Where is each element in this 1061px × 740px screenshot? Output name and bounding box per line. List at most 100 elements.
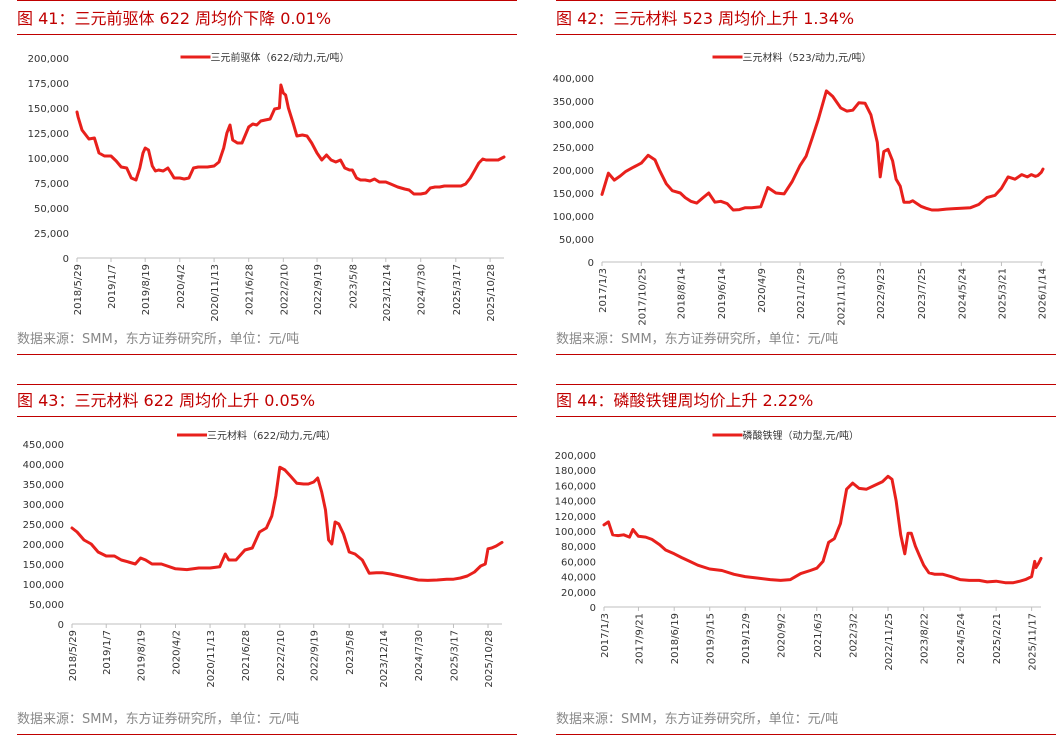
- x-tick-label: 2019/3/15: [706, 613, 717, 664]
- x-tick-label: 2025/10/28: [484, 630, 495, 688]
- x-tick-label: 2025/2/21: [992, 613, 1003, 664]
- panel-44: 图 44：磷酸铁锂周均价上升 2.22% 磷酸铁锂（动力型,元/吨） 0 20,00…: [555, 384, 1056, 740]
- line-chart: 三元材料（622/动力,元/吨） 0 50,000 100,000 150,000 200…: [23, 429, 504, 688]
- bottom-rule: [17, 354, 517, 355]
- figure-title: 图 43：三元材料 622 周均价上升 0.05%: [17, 391, 316, 410]
- x-tick-label: 2019/6/14: [717, 268, 728, 319]
- top-rule: [17, 384, 517, 385]
- y-tick-label: 0: [58, 620, 64, 631]
- legend-label: 三元材料（622/动力,元/吨）: [207, 429, 336, 442]
- x-tick-label: 2025/11/17: [1028, 613, 1039, 671]
- x-tick-label: 2025/3/17: [452, 264, 463, 315]
- legend-label: 三元材料（523/动力,元/吨）: [743, 51, 872, 64]
- title-rule: [17, 34, 517, 35]
- x-tick-label: 2022/9/19: [310, 630, 321, 681]
- x-tick-label: 2020/9/2: [777, 613, 788, 658]
- line-chart: 磷酸铁锂（动力型,元/吨） 0 20,000 40,000 60,000 80,000 10…: [555, 429, 1043, 671]
- x-tick-label: 2023/5/8: [348, 264, 359, 309]
- y-tick-label: 200,000: [28, 54, 69, 65]
- y-tick-label: 350,000: [553, 97, 594, 108]
- x-tick-label: 2018/8/14: [676, 268, 687, 319]
- y-tick-label: 300,000: [23, 500, 64, 511]
- x-tick-label: 2022/9/19: [313, 264, 324, 315]
- y-tick-label: 100,000: [23, 580, 64, 591]
- title-rule: [556, 34, 1056, 35]
- x-tick-label: 2023/5/8: [345, 630, 356, 675]
- y-tick-label: 300,000: [553, 120, 594, 131]
- series-line: [602, 474, 1043, 585]
- x-tick-label: 2023/12/14: [382, 264, 393, 322]
- source-note: 数据来源：SMM，东方证券研究所，单位：元/吨: [17, 712, 300, 727]
- y-tick-label: 50,000: [34, 204, 69, 215]
- y-tick-label: 20,000: [561, 588, 596, 599]
- y-tick-label: 0: [63, 254, 69, 265]
- x-tick-label: 2017/9/21: [634, 613, 645, 664]
- x-tick-label: 2023/12/14: [379, 630, 390, 688]
- figure-title: 图 41：三元前驱体 622 周均价下降 0.01%: [17, 9, 332, 28]
- title-rule: [556, 416, 1056, 417]
- x-tick-label: 2024/5/24: [957, 268, 968, 319]
- y-tick-label: 250,000: [553, 143, 594, 154]
- x-tick-label: 2020/11/13: [210, 264, 221, 322]
- y-tick-label: 150,000: [23, 560, 64, 571]
- x-tick-label: 2025/3/21: [997, 268, 1008, 319]
- x-tick-label: 2018/5/29: [68, 630, 79, 681]
- x-tick-label: 2020/11/13: [206, 630, 217, 688]
- source-note: 数据来源：SMM，东方证券研究所，单位：元/吨: [556, 712, 839, 727]
- y-tick-label: 100,000: [28, 154, 69, 165]
- legend-label: 磷酸铁锂（动力型,元/吨）: [743, 429, 860, 442]
- y-tick-label: 75,000: [34, 179, 69, 190]
- y-tick-label: 40,000: [561, 573, 596, 584]
- x-tick-label: 2020/4/9: [757, 268, 768, 313]
- y-tick-label: 250,000: [23, 520, 64, 531]
- x-tick-label: 2025/3/17: [449, 630, 460, 681]
- x-tick-label: 2022/3/2: [849, 613, 860, 658]
- legend-label: 三元前驱体（622/动力,元/吨）: [211, 51, 350, 64]
- y-tick-label: 200,000: [555, 451, 596, 462]
- x-tick-label: 2017/1/3: [600, 613, 611, 658]
- y-tick-label: 160,000: [555, 481, 596, 492]
- x-tick-label: 2023/8/22: [920, 613, 931, 664]
- line-chart: 三元前驱体（622/动力,元/吨） 0 25,000 50,000 75,000 100,…: [28, 51, 506, 322]
- x-tick-label: 2018/6/19: [670, 613, 681, 664]
- x-tick-label: 2020/4/2: [176, 264, 187, 309]
- x-tick-label: 2021/6/28: [241, 630, 252, 681]
- top-rule: [17, 0, 517, 1]
- x-tick-label: 2021/6/3: [813, 613, 824, 658]
- y-tick-label: 100,000: [555, 527, 596, 538]
- x-tick-label: 2021/11/30: [837, 268, 848, 326]
- x-tick-label: 2018/5/29: [73, 264, 84, 315]
- bottom-rule: [556, 354, 1056, 355]
- x-tick-label: 2022/11/25: [884, 613, 895, 671]
- line-chart: 三元材料（523/动力,元/吨） 0 50,000 100,000 150,000 200…: [553, 51, 1049, 326]
- x-tick-label: 2019/8/19: [141, 264, 152, 315]
- y-tick-label: 0: [590, 603, 596, 614]
- y-tick-label: 140,000: [555, 497, 596, 508]
- x-tick-label: 2021/1/29: [796, 268, 807, 319]
- x-tick-label: 2019/12/9: [741, 613, 752, 664]
- x-tick-label: 2020/4/2: [172, 630, 183, 675]
- x-tick-label: 2019/1/7: [107, 264, 118, 309]
- series-line: [600, 89, 1045, 212]
- y-tick-label: 400,000: [553, 74, 594, 85]
- y-tick-label: 200,000: [553, 166, 594, 177]
- x-tick-label: 2023/7/25: [917, 268, 928, 319]
- y-tick-label: 350,000: [23, 480, 64, 491]
- top-rule: [556, 0, 1056, 1]
- x-tick-label: 2024/7/30: [414, 630, 425, 681]
- y-tick-label: 80,000: [561, 542, 596, 553]
- x-tick-label: 2019/8/19: [137, 630, 148, 681]
- y-tick-label: 0: [588, 258, 594, 269]
- y-tick-label: 50,000: [559, 235, 594, 246]
- y-tick-label: 150,000: [28, 104, 69, 115]
- x-tick-label: 2017/10/25: [637, 268, 648, 326]
- figure-title: 图 44：磷酸铁锂周均价上升 2.22%: [556, 391, 814, 410]
- bottom-rule: [556, 734, 1056, 735]
- y-tick-label: 150,000: [553, 189, 594, 200]
- x-tick-label: 2022/2/10: [276, 630, 287, 681]
- y-tick-label: 125,000: [28, 129, 69, 140]
- panel-43: 图 43：三元材料 622 周均价上升 0.05% 三元材料（622/动力,元/…: [17, 384, 517, 740]
- x-tick-label: 2024/7/30: [417, 264, 428, 315]
- bottom-rule: [17, 734, 517, 735]
- source-note: 数据来源：SMM，东方证券研究所，单位：元/吨: [17, 332, 300, 347]
